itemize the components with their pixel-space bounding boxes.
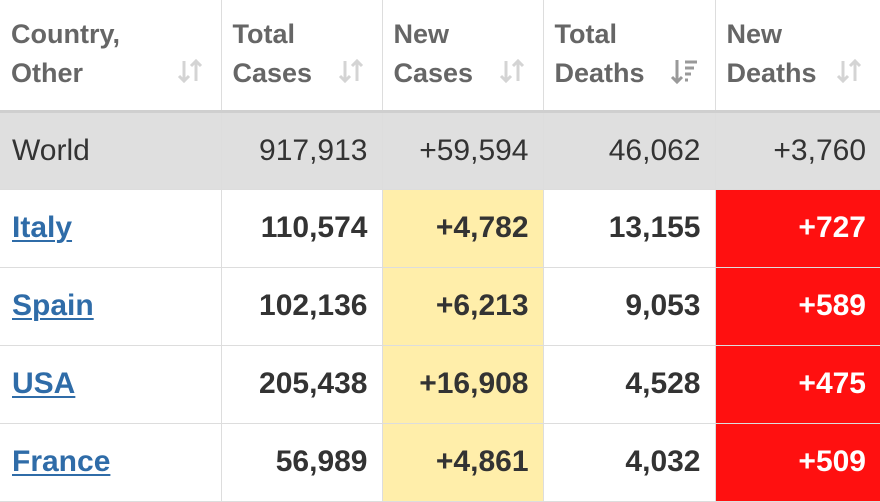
- total-deaths-cell: 46,062: [542, 110, 716, 190]
- header-row: Country, Other Total Cases New Cases: [0, 0, 880, 113]
- new-deaths-cell: +727: [714, 188, 880, 268]
- country-link-spain[interactable]: Spain: [12, 289, 94, 322]
- column-header-total-deaths[interactable]: Total Deaths: [542, 0, 716, 113]
- table-row: Spain 102,136 +6,213 9,053 +589: [0, 266, 880, 346]
- sort-unsorted-icon[interactable]: [497, 56, 527, 86]
- column-header-total-cases[interactable]: Total Cases: [220, 0, 383, 113]
- new-deaths-cell: +509: [714, 422, 880, 502]
- country-cell: World: [0, 110, 222, 190]
- new-cases-cell: +16,908: [381, 344, 544, 424]
- total-deaths-cell: 9,053: [542, 266, 716, 346]
- total-cases-cell: 110,574: [220, 188, 383, 268]
- column-header-label: Total Cases: [232, 19, 313, 88]
- country-cell: Spain: [0, 266, 222, 346]
- table-row: USA 205,438 +16,908 4,528 +475: [0, 344, 880, 424]
- total-deaths-cell: 13,155: [542, 188, 716, 268]
- total-cases-cell: 56,989: [220, 422, 383, 502]
- new-cases-cell: +6,213: [381, 266, 544, 346]
- column-header-new-deaths[interactable]: New Deaths: [714, 0, 880, 113]
- country-link-france[interactable]: France: [12, 445, 111, 478]
- country-cell: USA: [0, 344, 222, 424]
- column-header-country[interactable]: Country, Other: [0, 0, 222, 113]
- country-cell: France: [0, 422, 222, 502]
- total-deaths-cell: 4,032: [542, 422, 716, 502]
- new-cases-cell: +59,594: [381, 110, 544, 190]
- sort-unsorted-icon[interactable]: [336, 56, 366, 86]
- new-cases-cell: +4,782: [381, 188, 544, 268]
- column-header-label: Total Deaths: [554, 19, 645, 88]
- sort-unsorted-icon[interactable]: [175, 56, 205, 86]
- country-link-italy[interactable]: Italy: [12, 211, 73, 244]
- column-header-label: New Deaths: [726, 19, 817, 88]
- total-deaths-cell: 4,528: [542, 344, 716, 424]
- new-deaths-cell: +475: [714, 344, 880, 424]
- new-cases-cell: +4,861: [381, 422, 544, 502]
- column-header-new-cases[interactable]: New Cases: [381, 0, 544, 113]
- country-cell: Italy: [0, 188, 222, 268]
- sort-descending-icon[interactable]: [669, 56, 699, 86]
- sort-unsorted-icon[interactable]: [834, 56, 864, 86]
- country-link-usa[interactable]: USA: [12, 367, 76, 400]
- total-cases-cell: 917,913: [220, 110, 383, 190]
- table-row: Italy 110,574 +4,782 13,155 +727: [0, 188, 880, 268]
- total-cases-cell: 205,438: [220, 344, 383, 424]
- column-header-label: Country, Other: [11, 19, 120, 88]
- table-row: France 56,989 +4,861 4,032 +509: [0, 422, 880, 502]
- world-row: World 917,913 +59,594 46,062 +3,760: [0, 110, 880, 190]
- total-cases-cell: 102,136: [220, 266, 383, 346]
- new-deaths-cell: +589: [714, 266, 880, 346]
- new-deaths-cell: +3,760: [714, 110, 880, 190]
- column-header-label: New Cases: [393, 19, 474, 88]
